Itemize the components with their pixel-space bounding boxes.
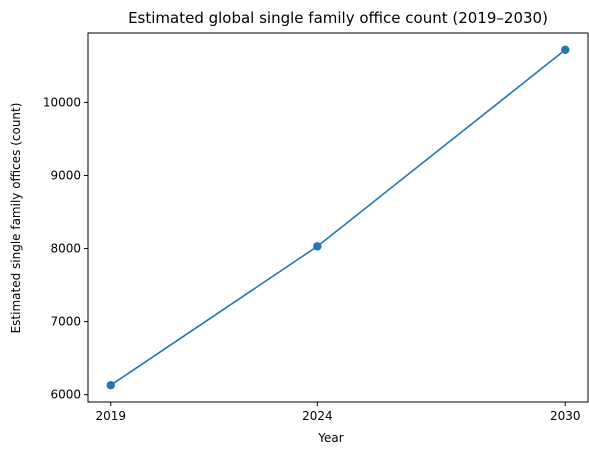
y-tick-label: 8000 xyxy=(50,242,81,256)
series-line xyxy=(110,49,566,386)
data-point xyxy=(106,380,115,390)
chart-title: Estimated global single family office co… xyxy=(128,9,548,27)
plot-area-frame xyxy=(87,32,589,403)
data-point xyxy=(313,242,322,251)
x-tick-label: 2030 xyxy=(550,409,581,423)
x-axis-label: Year xyxy=(317,431,343,445)
y-tick-label: 9000 xyxy=(50,168,81,182)
y-tick-label: 6000 xyxy=(50,388,81,402)
y-axis-ticks: 6000 7000 8000 9000 10000 xyxy=(43,95,88,402)
series-layer xyxy=(106,45,570,390)
y-tick-label: 10000 xyxy=(43,95,81,109)
y-tick-label: 7000 xyxy=(50,315,81,329)
y-axis-label: Estimated single family offices (count) xyxy=(9,103,23,334)
x-tick-label: 2024 xyxy=(302,409,333,423)
data-point xyxy=(561,45,570,55)
x-axis-ticks: 2019 2024 2030 xyxy=(95,402,581,423)
x-tick-label: 2019 xyxy=(95,409,126,423)
